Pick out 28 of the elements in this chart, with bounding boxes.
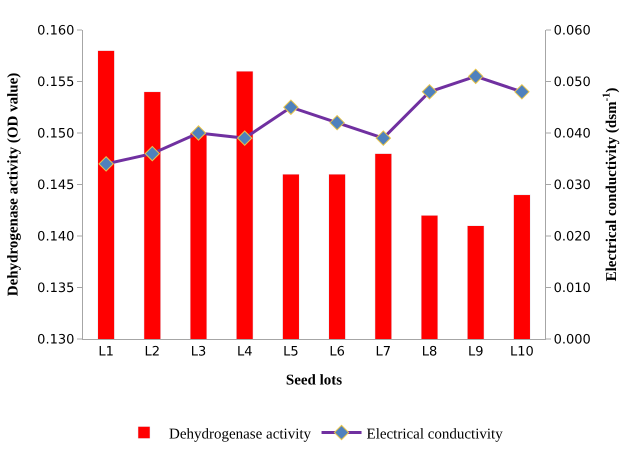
x-axis-title: Seed lots [286, 372, 342, 389]
x-tick-label: L3 [190, 344, 206, 360]
x-tick-label: L4 [236, 344, 252, 360]
y-tick-label: 0.130 [37, 332, 74, 348]
y-tick-label: 0.150 [37, 126, 74, 142]
y-tick-label: 0.140 [37, 230, 74, 245]
x-tick-label: L7 [376, 344, 392, 360]
x-tick-label: L5 [283, 344, 299, 360]
x-tick-label: L10 [510, 344, 534, 360]
y2-tick-label: 0.060 [554, 24, 591, 39]
legend-label: Electrical conductivity [366, 426, 504, 442]
y2-tick-label: 0.030 [554, 178, 591, 194]
x-tick-label: L9 [468, 344, 484, 360]
y-tick-label: 0.160 [37, 24, 74, 39]
x-tick-label: L1 [98, 344, 114, 360]
x-tick-label: L8 [422, 344, 438, 360]
y2-tick-label: 0.020 [554, 230, 591, 245]
y-tick-label: 0.135 [37, 281, 74, 296]
y2-tick-label: 0.010 [554, 281, 591, 296]
x-tick-label: L6 [329, 344, 345, 360]
y2-tick-label: 0.000 [554, 332, 591, 348]
y-tick-label: 0.145 [37, 178, 74, 194]
y-tick-label: 0.155 [37, 75, 74, 90]
legend-label: Dehydrogenase activity [169, 426, 312, 442]
x-tick-label: L2 [144, 344, 160, 360]
y2-tick-label: 0.040 [554, 126, 591, 142]
y2-tick-label: 0.050 [554, 75, 591, 90]
y-axis-title: Dehydrogenase activity (OD value) [5, 72, 22, 296]
